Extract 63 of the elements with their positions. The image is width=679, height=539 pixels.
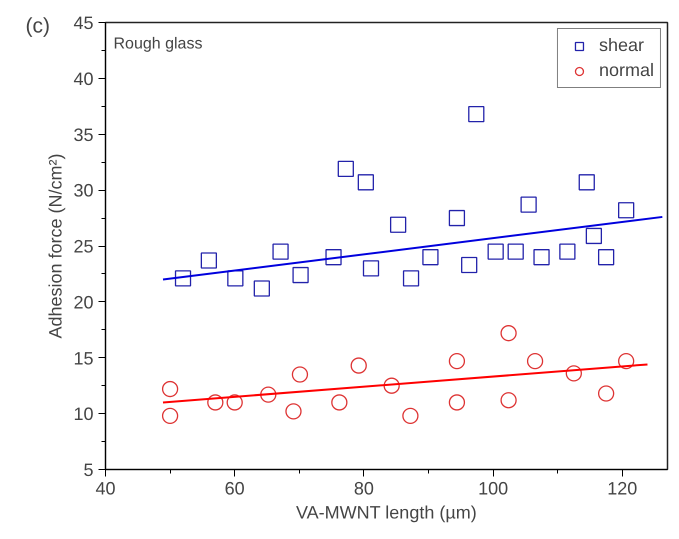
point — [362, 260, 380, 276]
x-tick-label: 100 — [478, 478, 508, 498]
point — [338, 160, 354, 178]
point — [488, 243, 504, 260]
y-tick-label: 40 — [73, 68, 94, 89]
point — [500, 392, 517, 408]
point — [566, 365, 582, 382]
y-tick-label: 20 — [73, 292, 94, 312]
point — [559, 243, 576, 260]
annotation: Rough glass — [114, 36, 202, 52]
text: (c) — [26, 14, 50, 38]
point — [358, 174, 374, 190]
point — [500, 325, 517, 342]
x-tick-label: 120 — [607, 478, 638, 498]
y-tick-label: 5 — [83, 460, 94, 480]
point — [598, 249, 614, 266]
point — [618, 352, 634, 370]
x-tick-label: 40 — [95, 478, 116, 498]
point — [272, 243, 289, 260]
y-axis-title: Adhesion force (N/cm²) — [45, 153, 66, 339]
point — [422, 249, 439, 266]
point — [402, 408, 419, 424]
point — [533, 249, 550, 266]
point — [508, 243, 524, 260]
x-tick-label: 80 — [354, 478, 374, 498]
y-tick-label: 45 — [73, 13, 94, 33]
point — [260, 386, 276, 403]
point — [174, 270, 192, 287]
point — [162, 380, 178, 398]
point — [448, 352, 466, 370]
legend-label: shear — [598, 35, 644, 56]
point — [390, 216, 406, 233]
point — [448, 394, 466, 411]
y-tick-label: 25 — [73, 236, 94, 256]
point — [207, 394, 224, 411]
y-tick-label: 35 — [73, 124, 94, 145]
point — [586, 228, 602, 244]
y-tick-label: 10 — [73, 404, 94, 424]
point — [292, 266, 309, 284]
point — [200, 252, 218, 269]
point — [254, 280, 270, 297]
point — [526, 352, 544, 370]
point — [331, 394, 348, 411]
y-tick-label: 30 — [73, 180, 94, 201]
point — [468, 106, 484, 122]
point — [578, 174, 595, 190]
point — [292, 366, 308, 383]
point — [618, 202, 634, 218]
x-axis-title: VA-MWNT length (µm) — [296, 502, 477, 522]
point — [461, 256, 478, 274]
point — [285, 403, 302, 420]
point — [448, 210, 466, 226]
point — [520, 196, 537, 213]
point — [350, 357, 367, 374]
x-tick-label: 60 — [224, 478, 245, 498]
point — [384, 378, 400, 394]
point — [325, 249, 342, 266]
point — [402, 270, 420, 287]
point — [598, 385, 614, 402]
point — [226, 394, 243, 411]
point — [162, 408, 178, 424]
y-tick-label: 15 — [73, 348, 94, 368]
legend-label: normal — [598, 60, 654, 81]
